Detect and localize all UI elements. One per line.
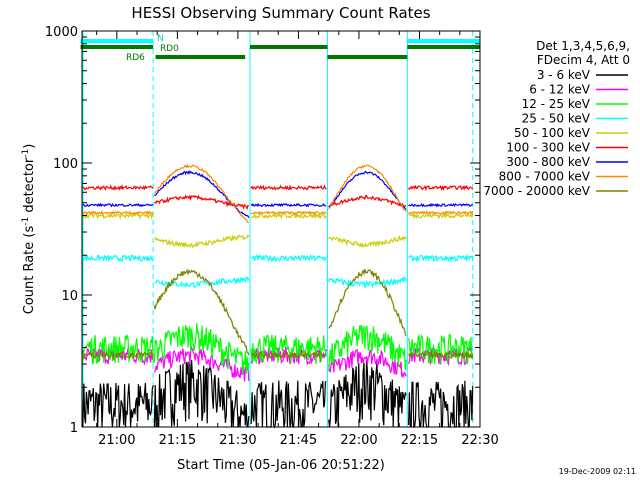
- legend-label: 50 - 100 keV: [514, 126, 591, 140]
- y-axis-label-mid: detector: [22, 157, 37, 217]
- x-tick-label: 21:00: [98, 433, 135, 448]
- flag-label-n: N: [157, 34, 164, 44]
- y-tick-label: 100: [53, 157, 78, 172]
- y-tick-label: 1: [70, 421, 78, 436]
- series-line: [82, 202, 154, 208]
- series-line: [251, 350, 327, 360]
- legend-header: FDecim 4, Att 0: [537, 53, 630, 67]
- series-line: [408, 202, 473, 208]
- series-line: [328, 164, 407, 213]
- y-axis-label-main: Count Rate (s: [22, 226, 37, 315]
- y-axis-label-sup2: -1: [21, 149, 31, 158]
- series-line: [328, 324, 407, 371]
- series-line: [82, 211, 154, 220]
- chart-title: HESSI Observing Summary Count Rates: [131, 4, 430, 22]
- series-line: [82, 253, 154, 262]
- series-line: [328, 194, 407, 208]
- plot-area: [82, 31, 474, 427]
- series-group: [82, 163, 474, 429]
- series-line: [328, 170, 407, 211]
- series-line: [408, 210, 474, 216]
- x-tick-label: 22:30: [461, 433, 498, 448]
- series-line: [328, 235, 407, 248]
- series-line: [154, 233, 250, 249]
- legend-label: 3 - 6 keV: [537, 68, 591, 82]
- plot-frame: [81, 30, 481, 428]
- series-line: [153, 345, 250, 382]
- series-line: [408, 211, 474, 220]
- series-line: [408, 380, 474, 428]
- legend-label: 300 - 800 keV: [506, 155, 590, 169]
- legend-label: 100 - 300 keV: [506, 141, 590, 155]
- series-line: [154, 163, 249, 224]
- x-axis-label: Start Time (05-Jan-06 20:51:22): [177, 458, 385, 473]
- series-line: [82, 350, 154, 360]
- series-line: [251, 253, 327, 263]
- series-line: [328, 269, 407, 337]
- y-tick-label: 10: [61, 289, 78, 304]
- legend-label: 6 - 12 keV: [529, 83, 591, 97]
- timestamp: 19-Dec-2009 02:11: [559, 467, 636, 476]
- series-line: [328, 275, 407, 289]
- series-line: [251, 211, 327, 220]
- series-line: [250, 202, 327, 208]
- series-line: [153, 268, 250, 356]
- y-axis: 1 10 100 1000: [45, 25, 480, 436]
- series-line: [250, 210, 327, 216]
- flag-label-rd6: RD6: [126, 53, 145, 63]
- legend-label: 800 - 7000 keV: [499, 170, 591, 184]
- y-axis-label-end: ): [22, 144, 37, 149]
- series-line: [250, 184, 327, 191]
- y-axis-label: Count Rate (s-1 detector-1): [21, 144, 37, 315]
- flag-label-rd0: RD0: [160, 44, 179, 54]
- series-line: [408, 350, 474, 360]
- legend: Det 1,3,4,5,6,9,FDecim 4, Att 03 - 6 keV…: [483, 39, 630, 198]
- series-line: [82, 210, 154, 216]
- series-line: [408, 253, 474, 263]
- series-line: [408, 333, 474, 365]
- series-line: [82, 382, 154, 428]
- series-line: [153, 359, 250, 428]
- x-tick-label: 22:15: [401, 433, 438, 448]
- series-line: [328, 348, 407, 378]
- x-tick-label: 21:15: [159, 433, 196, 448]
- series-line: [82, 184, 154, 192]
- legend-label: 25 - 50 keV: [522, 112, 591, 126]
- legend-label: 12 - 25 keV: [522, 97, 591, 111]
- legend-label: 7000 - 20000 keV: [483, 184, 590, 198]
- series-line: [250, 380, 327, 429]
- y-tick-label: 1000: [45, 25, 78, 40]
- y-axis-label-sup1: -1: [21, 217, 31, 226]
- x-tick-label: 21:30: [219, 433, 256, 448]
- series-line: [153, 323, 250, 375]
- legend-header: Det 1,3,4,5,6,9,: [536, 39, 630, 53]
- series-line: [250, 334, 327, 365]
- series-line: [408, 184, 474, 192]
- series-line: [154, 169, 250, 219]
- x-tick-label: 22:00: [340, 433, 377, 448]
- x-axis: 21:00 21:15 21:30 21:45 22:00 22:15 22:30: [96, 31, 499, 448]
- x-tick-label: 21:45: [280, 433, 317, 448]
